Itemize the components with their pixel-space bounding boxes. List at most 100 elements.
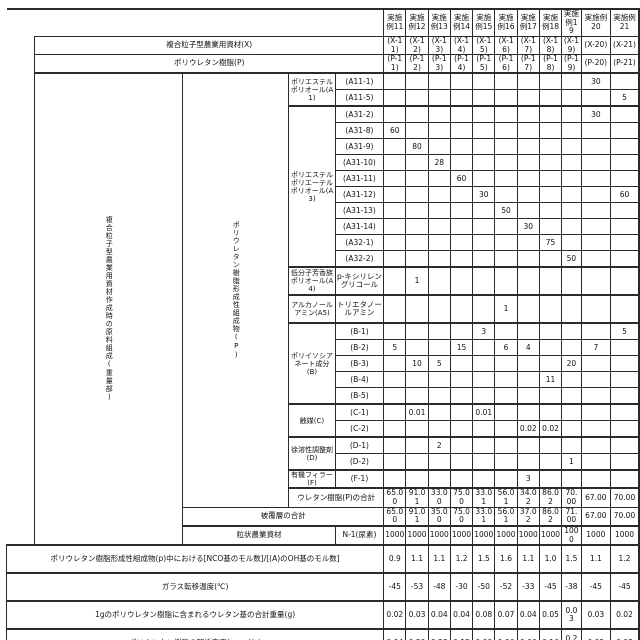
item-label: (D-1) (334, 436, 385, 455)
composition-table: 実施例11 実施例12 実施例13 実施例14 実施例15 実施例16 実施例17 実施例18… (5, 7, 640, 640)
value-cell: 50 (561, 250, 582, 268)
value-cell (580, 89, 611, 107)
value-cell: 0.02 (609, 600, 640, 630)
value-cell: 1.2 (609, 544, 640, 574)
group-label: 触媒(C) (288, 403, 336, 438)
value-cell (494, 469, 518, 489)
value-cell: 1000 (580, 524, 611, 546)
value-cell (494, 170, 518, 188)
value-cell (561, 202, 582, 220)
value-cell (516, 170, 540, 188)
value-cell: 5 (383, 339, 407, 357)
value-cell (405, 420, 429, 438)
value-cell (561, 403, 582, 422)
value-cell: 30 (580, 72, 611, 91)
value-cell (405, 339, 429, 357)
value-cell: 0.08 (609, 628, 640, 640)
value-cell: 0.12 (449, 628, 474, 640)
value-cell (427, 89, 451, 107)
spacer (6, 387, 35, 405)
value-cell (538, 186, 563, 204)
urethane-total-label: ウレタン樹脂(P)の合計 (288, 487, 385, 508)
value-cell: 20 (561, 355, 582, 373)
value-cell (427, 202, 451, 220)
value-cell (449, 469, 474, 489)
spacer (6, 138, 35, 155)
value-cell (538, 250, 563, 268)
value-cell: 1.0 (538, 544, 563, 574)
item-label: (A11-5) (334, 89, 385, 107)
value-cell: 5 (609, 322, 640, 341)
value-cell (516, 387, 540, 405)
group-label: ポリイソシアネート成分(B) (288, 322, 336, 405)
value-cell (580, 436, 611, 455)
value-cell: 0.00 (472, 628, 496, 640)
value-cell: 0.01 (405, 403, 429, 422)
item-label: (A11-1) (334, 72, 385, 91)
vertical-label-resin-composition: ポリウレタン樹脂形成性組成物(P) (182, 72, 290, 508)
value-cell: (P-11) (383, 54, 407, 74)
item-label: (C-2) (334, 420, 385, 438)
value-cell: 1.5 (561, 544, 582, 574)
value-cell (561, 105, 582, 124)
value-cell (580, 403, 611, 422)
value-cell (538, 294, 563, 324)
column-header: 実施例20 (580, 7, 611, 37)
value-cell: (X-20) (580, 35, 611, 56)
value-cell (538, 355, 563, 373)
spacer (6, 202, 35, 219)
value-cell (561, 469, 582, 489)
value-cell (580, 250, 611, 268)
value-cell (449, 218, 474, 236)
value-cell (494, 371, 518, 389)
value-cell: (P-21) (609, 54, 640, 74)
value-cell (405, 234, 429, 252)
value-cell (405, 170, 429, 188)
value-cell (472, 266, 496, 296)
value-cell: 71.00 (561, 506, 582, 527)
value-cell (561, 138, 582, 156)
value-cell: 33.00 (427, 487, 451, 508)
value-cell (561, 89, 582, 107)
value-cell: 0.9 (383, 544, 407, 574)
value-cell: 3 (516, 469, 540, 489)
spacer (6, 170, 35, 187)
value-cell: 50 (494, 202, 518, 220)
value-cell (472, 105, 496, 124)
value-cell: 0.08 (472, 600, 496, 630)
value-cell (472, 89, 496, 107)
value-cell (494, 218, 518, 236)
value-cell: 30 (472, 186, 496, 204)
value-cell (472, 355, 496, 373)
value-cell: (P-13) (427, 54, 451, 74)
column-header: 実施例12 (405, 7, 429, 37)
value-cell (427, 387, 451, 405)
value-cell: 15 (449, 339, 474, 357)
spacer (6, 122, 35, 139)
item-label: (A31-14) (334, 218, 385, 236)
value-cell (405, 294, 429, 324)
value-cell (472, 339, 496, 357)
value-cell (383, 154, 407, 172)
value-cell: -53 (405, 572, 429, 602)
value-cell: -45 (383, 572, 407, 602)
value-cell (609, 170, 640, 188)
value-cell (427, 420, 451, 438)
value-cell: (X-17) (516, 35, 540, 56)
value-cell: 0.02 (383, 600, 407, 630)
value-cell: 65.00 (383, 506, 407, 527)
value-cell (427, 453, 451, 471)
value-cell: (X-15) (472, 35, 496, 56)
value-cell: 1000 (472, 524, 496, 546)
value-cell: 37.02 (516, 506, 540, 527)
value-cell (580, 234, 611, 252)
value-cell (538, 436, 563, 455)
value-cell: 0.05 (538, 600, 563, 630)
value-cell (580, 420, 611, 438)
value-cell (383, 250, 407, 268)
value-cell: 0.06 (516, 628, 540, 640)
value-cell: (P-18) (538, 54, 563, 74)
value-cell (427, 105, 451, 124)
value-cell (449, 294, 474, 324)
value-cell (449, 371, 474, 389)
